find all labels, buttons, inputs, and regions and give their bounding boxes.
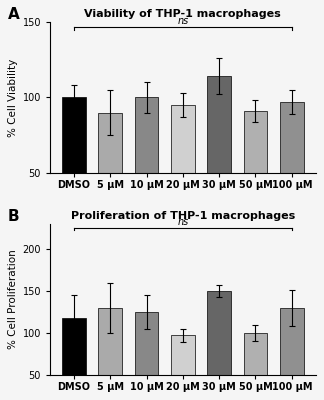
Y-axis label: % Cell Viability: % Cell Viability [8, 58, 18, 137]
Bar [244, 333, 267, 400]
Bar [207, 291, 231, 400]
Title: Proliferation of THP-1 macrophages: Proliferation of THP-1 macrophages [71, 211, 295, 221]
Bar [135, 98, 158, 248]
Bar [98, 112, 122, 248]
Bar [280, 102, 304, 248]
Y-axis label: % Cell Proliferation: % Cell Proliferation [8, 250, 18, 350]
Bar [280, 308, 304, 400]
Text: A: A [7, 7, 19, 22]
Text: ns: ns [177, 16, 189, 26]
Text: B: B [7, 209, 19, 224]
Bar [135, 312, 158, 400]
Bar [98, 308, 122, 400]
Bar [207, 76, 231, 248]
Bar [171, 336, 195, 400]
Bar [244, 111, 267, 248]
Text: ns: ns [177, 217, 189, 227]
Bar [62, 98, 86, 248]
Bar [62, 318, 86, 400]
Bar [171, 105, 195, 248]
Title: Viability of THP-1 macrophages: Viability of THP-1 macrophages [85, 9, 281, 19]
